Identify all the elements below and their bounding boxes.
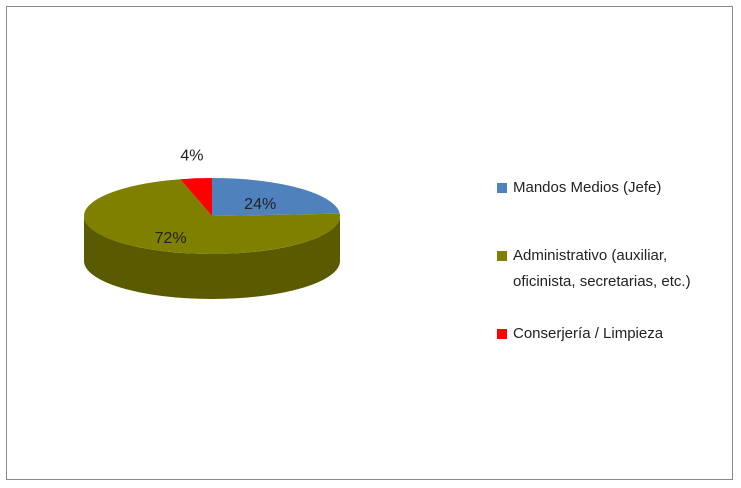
slice (212, 178, 340, 216)
legend-item: Administrativo (auxiliar, oficinista, se… (497, 243, 733, 295)
data-label: 72% (155, 230, 187, 247)
legend-swatch (497, 329, 507, 339)
slice (84, 179, 340, 255)
data-label: 4% (180, 148, 203, 165)
legend-label: Administrativo (auxiliar, oficinista, se… (513, 247, 691, 290)
chart-frame (6, 6, 733, 480)
legend-swatch (497, 183, 507, 193)
legend-swatch (497, 251, 507, 261)
legend-label: Mandos Medios (Jefe) (513, 179, 662, 196)
side-walls (84, 216, 340, 299)
legend: Mandos Medios (Jefe) Administrativo (auxi… (497, 175, 733, 389)
data-label: 24% (244, 196, 276, 213)
slice-side (84, 216, 340, 299)
tops (84, 178, 340, 255)
legend-label: Conserjería / Limpieza (513, 325, 664, 342)
legend-item: Mandos Medios (Jefe) (497, 175, 733, 201)
legend-item: Conserjería / Limpieza (497, 321, 733, 347)
slice (180, 178, 212, 216)
